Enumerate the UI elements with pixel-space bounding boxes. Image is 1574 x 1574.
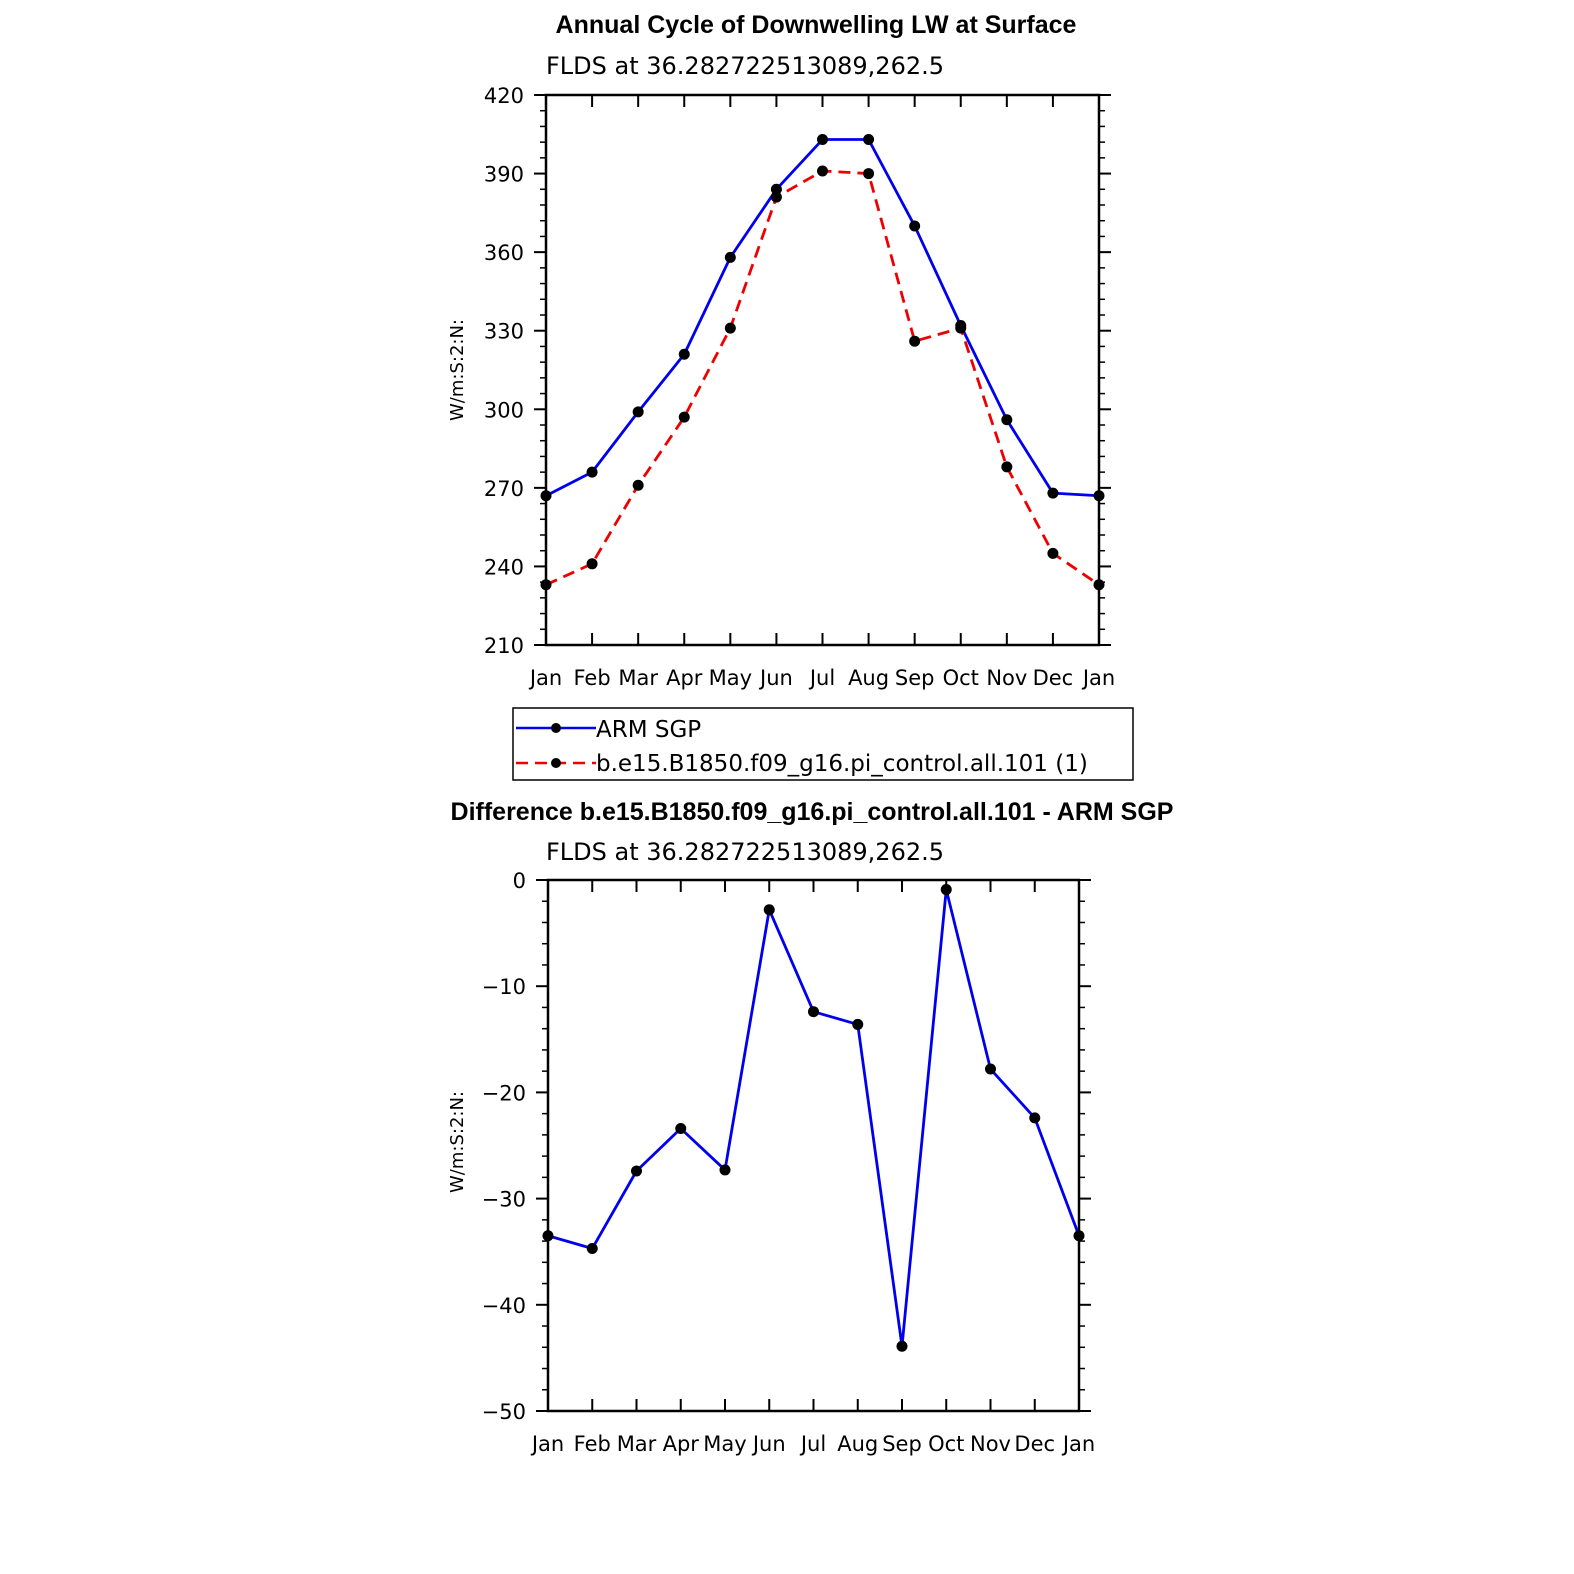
chart1-point-arm-sgp [1047,487,1059,499]
chart2-x-tick-label: Mar [617,1432,657,1456]
chart1-subtitle: FLDS at 36.282722513089,262.5 [546,52,944,80]
chart1-y-axis-label: W/m:S:2:N: [447,319,468,421]
chart1-series [540,134,1105,591]
chart1-x-tick-label: Dec [1033,666,1074,690]
legend-entry-arm-sgp: ARM SGP [516,717,701,743]
chart1-point-arm-sgp [770,183,782,195]
chart1-x-tick-label: Apr [666,666,703,690]
chart2-point-difference [940,884,952,896]
chart2-point-difference [631,1165,642,1177]
chart2-x-tick-label: Aug [837,1432,878,1456]
chart2-y-tick-label: −10 [482,975,526,999]
chart2-x-tick-label: Jul [799,1432,826,1456]
chart2-x-tick-label: Jun [751,1432,786,1456]
chart1-tick-labels: Jan Feb Mar Apr May Jun Jul Aug Sep Oct Nov Dec Jan2… [484,84,1115,690]
legend-marker-arm-sgp [551,723,561,733]
chart1-x-tick-label: Oct [943,666,979,690]
chart1-point-arm-sgp [678,348,690,360]
chart1-y-tick-label: 240 [484,555,524,579]
chart2-point-difference [719,1164,731,1176]
chart1-x-tick-label: Mar [618,666,658,690]
chart1-point-arm-sgp [586,466,598,478]
chart1-x-tick-label: Jan [1081,666,1115,690]
chart1-x-tick-label: Feb [573,666,610,690]
chart2-point-difference [763,904,775,916]
chart1-x-tick-label: Nov [986,666,1027,690]
chart2-x-tick-label: Oct [928,1432,964,1456]
chart1-point-arm-sgp [1001,414,1013,426]
chart2-tick-labels: Jan Feb Mar Apr May Jun Jul Aug Sep Oct Nov Dec Jan−… [482,869,1096,1456]
chart1-point-b-e15-b1850-f09-g16-pi-control-all-101-1 [1001,461,1013,473]
chart2-x-tick-label: Dec [1014,1432,1055,1456]
chart2-subtitle: FLDS at 36.282722513089,262.5 [546,838,944,866]
chart2-point-difference [586,1243,598,1255]
legend: ARM SGP b.e15.B1850.f09_g16.pi_control.a… [512,707,1134,781]
chart1-point-b-e15-b1850-f09-g16-pi-control-all-101-1 [955,322,967,334]
chart2-y-tick-label: −20 [482,1081,526,1105]
chart1-x-tick-label: Aug [848,666,889,690]
chart1-point-b-e15-b1850-f09-g16-pi-control-all-101-1 [678,411,690,423]
chart2-x-tick-label: Sep [882,1432,922,1456]
chart1-point-b-e15-b1850-f09-g16-pi-control-all-101-1 [586,558,598,570]
chart1-y-tick-label: 210 [484,634,524,658]
chart2-x-tick-label: Jan [1061,1432,1095,1456]
chart1-point-b-e15-b1850-f09-g16-pi-control-all-101-1 [909,335,921,347]
difference-chart: Difference b.e15.B1850.f09_g16.pi_contro… [447,798,1173,1456]
chart1-point-b-e15-b1850-f09-g16-pi-control-all-101-1 [770,191,782,203]
chart2-x-tick-label: Nov [970,1432,1011,1456]
chart1-y-tick-label: 270 [484,477,524,501]
chart2-point-difference [808,1006,819,1018]
legend-label-arm-sgp: ARM SGP [596,717,701,743]
chart1-y-tick-label: 300 [484,398,524,422]
chart1-point-arm-sgp [909,220,921,232]
legend-label-model: b.e15.B1850.f09_g16.pi_control.all.101 (… [596,751,1088,777]
chart2-y-tick-label: −50 [482,1400,526,1424]
chart2-x-tick-label: Feb [574,1432,611,1456]
chart1-y-tick-label: 390 [484,163,524,187]
chart2-point-difference [985,1063,996,1075]
chart2-x-tick-label: May [703,1432,746,1456]
chart1-x-tick-label: May [709,666,752,690]
chart1-point-arm-sgp [817,134,828,146]
chart2-point-difference [852,1018,864,1030]
chart1-point-b-e15-b1850-f09-g16-pi-control-all-101-1 [863,168,875,180]
chart2-plot-frame [546,878,1081,1413]
chart2-y-tick-label: 0 [513,869,526,893]
chart1-plot-frame [544,93,1101,647]
chart2-x-tick-label: Jan [530,1432,564,1456]
chart2-title: Difference b.e15.B1850.f09_g16.pi_contro… [451,798,1174,826]
chart2-series [542,884,1085,1352]
chart1-y-tick-label: 420 [484,84,524,108]
chart2-x-tick-label: Apr [663,1432,700,1456]
chart2-point-difference [1029,1112,1041,1124]
chart1-point-arm-sgp [863,134,875,146]
chart2-point-difference [896,1340,908,1352]
chart1-x-tick-label: Jan [528,666,562,690]
chart2-y-tick-label: −30 [482,1188,526,1212]
chart2-y-axis-label: W/m:S:2:N: [447,1091,468,1193]
legend-box [512,707,1134,781]
annual-cycle-chart: Annual Cycle of Downwelling LW at Surfac… [447,11,1115,690]
chart2-point-difference [675,1123,687,1135]
chart1-point-b-e15-b1850-f09-g16-pi-control-all-101-1 [1047,547,1059,559]
chart1-point-b-e15-b1850-f09-g16-pi-control-all-101-1 [817,165,828,177]
chart1-y-tick-label: 360 [484,241,524,265]
chart1-y-tick-label: 330 [484,320,524,344]
chart1-x-tick-label: Sep [895,666,935,690]
chart1-point-arm-sgp [632,406,644,418]
chart1-point-b-e15-b1850-f09-g16-pi-control-all-101-1 [632,479,644,491]
chart1-x-tick-label: Jun [758,666,793,690]
legend-marker-model [551,758,561,768]
chart2-y-tick-label: −40 [482,1294,526,1318]
chart1-title: Annual Cycle of Downwelling LW at Surfac… [556,11,1077,39]
chart1-point-arm-sgp [724,251,736,263]
legend-entry-model: b.e15.B1850.f09_g16.pi_control.all.101 (… [516,751,1088,777]
chart1-x-tick-label: Jul [808,666,835,690]
chart1-point-b-e15-b1850-f09-g16-pi-control-all-101-1 [724,322,736,334]
